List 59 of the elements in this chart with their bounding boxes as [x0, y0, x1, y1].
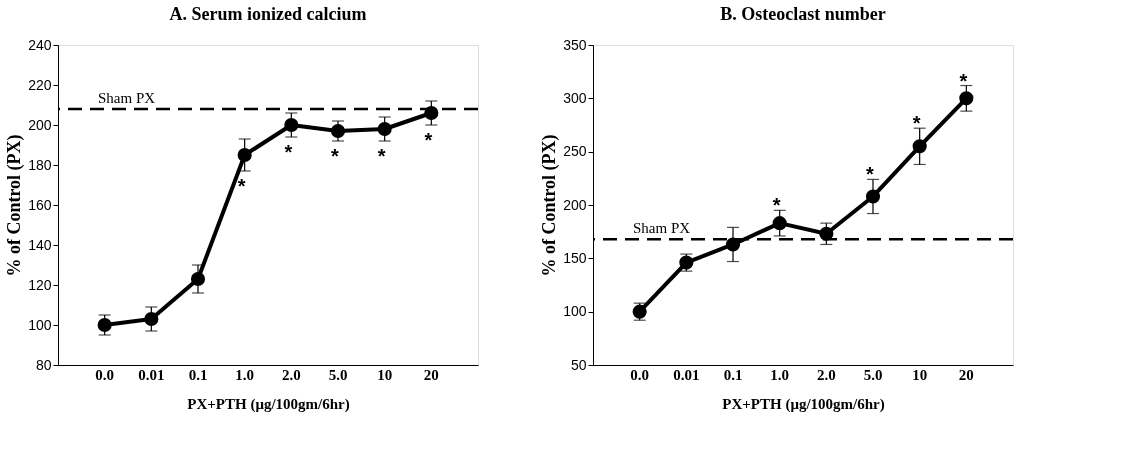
y-tick-label: 220 [28, 76, 52, 93]
ref-line-label: Sham PX [98, 90, 156, 106]
x-tick-label: 2.0 [281, 366, 301, 383]
x-tick-label: 10 [377, 366, 393, 383]
point [144, 311, 159, 327]
y-tick-label: 50 [570, 356, 587, 373]
y-tick-label: 100 [28, 316, 52, 333]
x-tick-label: 1.0 [235, 366, 255, 383]
point [772, 216, 787, 231]
ref-line-label: Sham PX [633, 220, 691, 237]
x-tick-label: 2.0 [816, 366, 836, 383]
y-tick-label: 180 [28, 156, 52, 173]
x-tick-label: 0.1 [723, 366, 743, 383]
annotation: * [237, 175, 246, 197]
point [377, 121, 392, 137]
annotation: * [959, 69, 968, 92]
y-axis-title: % of Control (PX) [539, 134, 561, 277]
y-tick-label: 160 [28, 196, 52, 213]
point [725, 237, 741, 252]
x-tick-label: 0.0 [630, 366, 650, 383]
y-tick-label: 200 [28, 116, 52, 133]
x-tick-label: 5.0 [863, 366, 883, 383]
x-tick-label: 1.0 [770, 366, 790, 383]
point [865, 189, 881, 204]
point [190, 271, 206, 287]
point [912, 139, 927, 154]
y-tick-label: 200 [563, 196, 587, 213]
y-tick-label: 120 [28, 276, 52, 293]
x-tick-label: 10 [912, 366, 928, 383]
annotation: * [284, 141, 293, 163]
annotation: * [331, 145, 340, 167]
chart-title: A. Serum ionized calcium [169, 4, 367, 24]
y-tick-label: 240 [28, 36, 52, 53]
annotation: * [377, 145, 386, 167]
y-axis-title: % of Control (PX) [4, 134, 26, 277]
x-tick-label: 0.1 [188, 366, 208, 383]
point [237, 147, 252, 163]
annotation: * [866, 163, 875, 186]
x-tick-label: 0.01 [673, 366, 700, 383]
y-tick-label: 150 [563, 249, 587, 266]
y-tick-label: 350 [563, 36, 587, 53]
x-tick-label: 0.01 [138, 366, 165, 383]
y-tick-label: 250 [563, 143, 587, 160]
y-tick-label: 140 [28, 236, 52, 253]
x-axis-title: PX+PTH (μg/100gm/6hr) [187, 395, 350, 413]
x-tick-label: 20 [958, 366, 974, 383]
point [959, 91, 974, 106]
x-tick-label: 5.0 [328, 366, 348, 383]
y-tick-label: 100 [563, 303, 587, 320]
x-tick-label: 20 [423, 366, 439, 383]
x-tick-label: 0.0 [95, 366, 115, 383]
y-tick-label: 300 [563, 89, 587, 106]
chart-title: B. Osteoclast number [720, 4, 886, 24]
y-tick-label: 80 [35, 356, 52, 373]
annotation: * [912, 112, 921, 135]
x-axis-title: PX+PTH (μg/100gm/6hr) [722, 395, 885, 413]
annotation: * [772, 194, 781, 217]
point [284, 117, 299, 133]
annotation: * [424, 129, 433, 151]
